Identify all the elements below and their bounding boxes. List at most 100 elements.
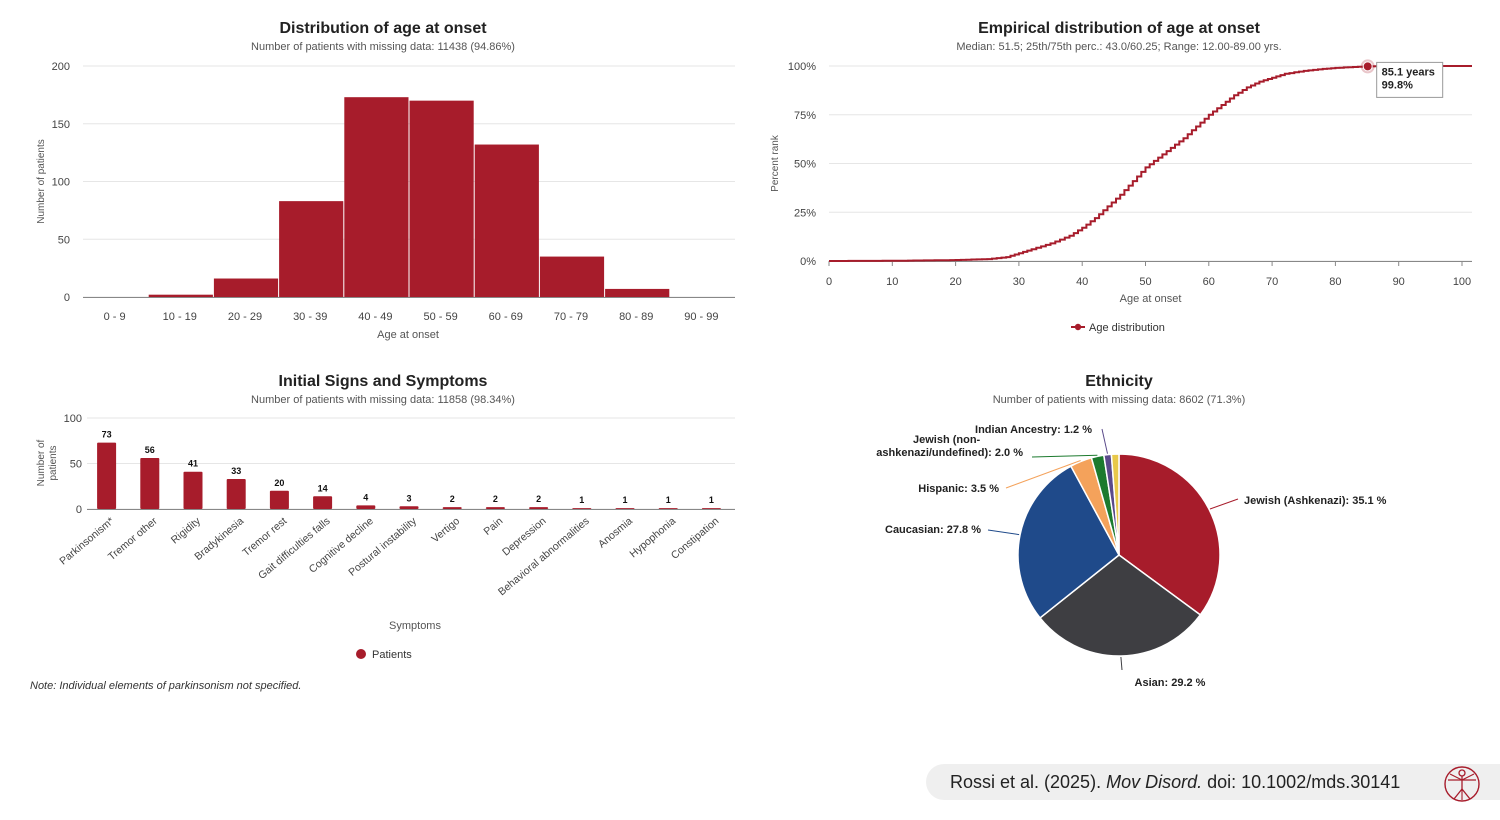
y-tick-label: 50% xyxy=(794,159,816,171)
x-tick-label: 80 xyxy=(1329,276,1341,288)
y-tick-label: 100% xyxy=(788,61,816,73)
pie-label: Caucasian: 27.8 % xyxy=(885,524,981,536)
symptom-bar xyxy=(356,505,376,509)
age-onset-histogram: 0 50 100 150 200 0 - 9 10 - 19 20 - 29 30 - 39 40… xyxy=(36,61,735,341)
data-label: 33 xyxy=(231,466,241,476)
ethnicity-panel: Ethnicity Number of patients with missin… xyxy=(760,360,1500,700)
pie-connector xyxy=(1005,460,1081,489)
legend-label: Patients xyxy=(372,649,412,661)
x-axis-label: Age at onset xyxy=(377,329,439,341)
symptom-bar xyxy=(183,471,203,509)
chart-subtitle: Number of patients with missing data: 11… xyxy=(251,41,515,53)
x-tick-label: 60 - 69 xyxy=(489,311,523,323)
x-tick-label: 20 - 29 xyxy=(228,311,262,323)
pie-label: ashkenazi/undefined): 2.0 % xyxy=(876,447,1023,459)
x-tick-label: 20 xyxy=(949,276,961,288)
chart-subtitle: Median: 51.5; 25th/75th perc.: 43.0/60.2… xyxy=(956,41,1282,53)
histogram-bar xyxy=(279,201,344,297)
x-tick-label: Anosmia xyxy=(596,515,635,551)
data-label: 1 xyxy=(579,495,584,505)
vitruvian-man-icon xyxy=(1444,766,1480,802)
citation-journal: Mov Disord. xyxy=(1106,772,1203,792)
histogram-bar xyxy=(539,256,605,297)
footnote: Note: Individual elements of parkinsonis… xyxy=(30,680,302,692)
hover-point xyxy=(1362,61,1373,72)
symptom-bar xyxy=(97,442,117,509)
symptom-bar xyxy=(269,490,289,509)
symptom-bar xyxy=(658,508,678,510)
chart-title: Ethnicity xyxy=(1085,373,1153,390)
series-line-age-distribution xyxy=(829,65,1472,262)
x-tick-label: Parkinsonism* xyxy=(57,515,116,567)
x-tick-label: Constipation xyxy=(669,515,722,562)
x-tick-label: 100 xyxy=(1453,276,1471,288)
pie-connector xyxy=(987,529,1020,536)
x-tick-label: 50 xyxy=(1139,276,1151,288)
symptom-bar xyxy=(529,507,549,509)
symptom-bar xyxy=(226,478,246,509)
data-label: 1 xyxy=(666,495,671,505)
histogram-bar xyxy=(148,294,213,297)
x-tick-label: 40 xyxy=(1076,276,1088,288)
ecdf-chart: 0% 25% 50% 75% 100% 0 10 20 30 40 50 60 70 80 90 100 Age… xyxy=(770,59,1472,334)
data-label: 3 xyxy=(406,493,411,503)
y-tick-label: 150 xyxy=(52,119,70,131)
pie-label: Jewish (Ashkenazi): 35.1 % xyxy=(1244,495,1387,507)
symptom-bar xyxy=(442,507,462,509)
data-label: 14 xyxy=(318,483,328,493)
citation-text: Rossi et al. (2025). Mov Disord. doi: 10… xyxy=(950,772,1400,793)
pie-label: Jewish (non- xyxy=(913,434,981,446)
data-label: 2 xyxy=(536,494,541,504)
tooltip-y-label: 99.8% xyxy=(1382,79,1413,91)
pie-connector xyxy=(1031,454,1098,458)
x-tick-label: 10 xyxy=(886,276,898,288)
pie-connector xyxy=(1209,498,1239,510)
citation-doi: doi: 10.1002/mds.30141 xyxy=(1202,772,1401,792)
y-axis-label: Number of xyxy=(36,439,47,486)
x-axis-label: Age at onset xyxy=(1120,293,1182,305)
age-onset-histogram-panel: Distribution of age at onset Number of p… xyxy=(0,0,760,350)
x-tick-label: 70 xyxy=(1266,276,1278,288)
data-label: 73 xyxy=(102,430,112,440)
x-tick-label: Rigidity xyxy=(169,515,204,547)
citation-authors: Rossi et al. (2025). xyxy=(950,772,1107,792)
x-tick-label: 70 - 79 xyxy=(554,311,588,323)
histogram-bar xyxy=(474,144,539,297)
data-label: 2 xyxy=(450,494,455,504)
chart-title: Initial Signs and Symptoms xyxy=(278,373,488,390)
x-tick-label: 0 - 9 xyxy=(104,311,126,323)
data-label: 20 xyxy=(274,478,284,488)
symptom-bar xyxy=(572,508,592,510)
symptom-bar xyxy=(485,507,505,509)
y-tick-label: 50 xyxy=(58,234,70,246)
ecdf-panel: Empirical distribution of age at onset M… xyxy=(760,0,1500,350)
symptom-bar xyxy=(140,458,160,509)
x-tick-label: 10 - 19 xyxy=(163,311,197,323)
pie-connector xyxy=(1120,656,1123,671)
y-axis-label: Percent rank xyxy=(770,134,781,192)
y-axis-label: Number of patients xyxy=(36,139,47,224)
symptom-bar xyxy=(701,508,721,510)
y-tick-label: 25% xyxy=(794,207,816,219)
y-tick-label: 0% xyxy=(800,256,816,268)
chart-subtitle: Number of patients with missing data: 11… xyxy=(251,394,515,406)
pie-label: Asian: 29.2 % xyxy=(1135,677,1206,689)
tooltip-x-label: 85.1 years xyxy=(1382,66,1435,78)
legend-marker-icon xyxy=(1074,323,1082,331)
pie-label: Indian Ancestry: 1.2 % xyxy=(975,424,1092,436)
symptom-bar xyxy=(313,496,333,509)
x-tick-label: 40 - 49 xyxy=(358,311,392,323)
chart-title: Empirical distribution of age at onset xyxy=(978,20,1260,37)
x-axis-label: Symptoms xyxy=(389,620,441,632)
x-tick-label: Pain xyxy=(482,515,506,538)
symptoms-panel: Initial Signs and Symptoms Number of pat… xyxy=(0,360,760,680)
y-tick-label: 100 xyxy=(64,413,82,425)
pie-slice xyxy=(1017,465,1120,619)
ethnicity-pie-chart: Jewish (Ashkenazi): 35.1 % Asian: 29.2 % C… xyxy=(876,424,1387,689)
tooltip-box xyxy=(1376,61,1444,98)
x-tick-label: 30 xyxy=(1013,276,1025,288)
citation-bar: Rossi et al. (2025). Mov Disord. doi: 10… xyxy=(926,764,1500,802)
pie-slice xyxy=(1118,453,1221,616)
chart-subtitle: Number of patients with missing data: 86… xyxy=(992,394,1246,406)
